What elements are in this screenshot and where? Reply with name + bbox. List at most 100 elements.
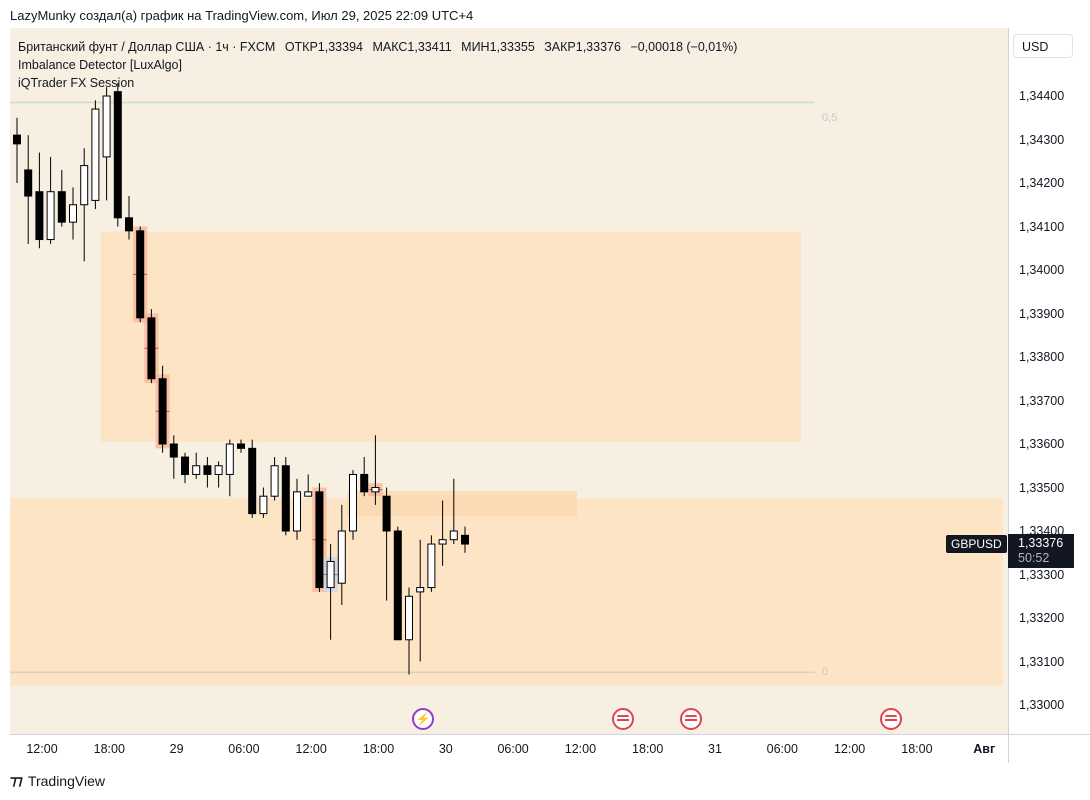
candle-up (304, 491, 313, 497)
price-tick-label: 1,33800 (1019, 350, 1065, 364)
candle-up (349, 473, 357, 532)
time-tick-label: 29 (169, 742, 184, 756)
candle-up (337, 530, 346, 584)
candle-up (326, 560, 335, 589)
lightning-event-icon[interactable]: ⚡ (412, 708, 434, 730)
candle-up (259, 495, 268, 515)
time-tick-label: 12:00 (295, 742, 327, 756)
price-tick-label: 1,33500 (1019, 480, 1065, 495)
scale-corner (1008, 734, 1090, 763)
price-tick-label: 1,33900 (1019, 306, 1065, 321)
symbol-title[interactable]: Британский фунт / Доллар США · 1ч · FXCM (18, 40, 276, 54)
indicator-imbalance[interactable]: Imbalance Detector [LuxAlgo] (18, 58, 182, 72)
indicator-session[interactable]: iQTrader FX Session (18, 76, 135, 90)
candle-down (169, 443, 178, 458)
time-tick-label: 18:00 (362, 742, 395, 756)
last-price-label: 1,33376 50:52 (1008, 534, 1074, 568)
candle-up (371, 487, 380, 493)
candle-down (382, 495, 391, 532)
price-tick-label: 1,33100 (1019, 654, 1065, 669)
ohlc-high: МАКС1,33411 (372, 40, 452, 54)
level-label-lower: 0 (822, 666, 829, 678)
price-tick-label: 1,33000 (1019, 698, 1065, 712)
time-tick-label: 12:00 (564, 742, 597, 756)
candle-down (181, 456, 189, 475)
candle-up (416, 587, 425, 593)
time-tick-label: 30 (438, 742, 453, 756)
candle-up (69, 204, 77, 223)
time-tick-label: 18:00 (93, 742, 125, 756)
candle-up (192, 465, 201, 475)
candle-up (449, 530, 458, 541)
time-tick-label: Авг (973, 742, 996, 756)
lower-demand-zone (10, 498, 1003, 686)
time-tick-label: 18:00 (632, 742, 664, 756)
price-tick-label: 1,33700 (1019, 393, 1065, 408)
candle-up (438, 539, 447, 545)
candle-up (214, 465, 223, 475)
time-tick-label: 12:00 (26, 742, 58, 756)
candle-down (248, 447, 257, 515)
time-tick-label: 12:00 (833, 742, 866, 756)
candle-down (281, 465, 290, 532)
symbol-legend[interactable]: Британский фунт / Доллар США · 1ч · FXCM… (18, 38, 743, 56)
candle-down (158, 378, 167, 445)
tradingview-logo-icon: ⁊⁊ (10, 772, 23, 788)
candle-down (57, 191, 66, 223)
ohlc-low: МИН1,33355 (461, 40, 535, 54)
candle-down (125, 217, 133, 232)
time-scale[interactable]: 12:00 18:00 29 06:00 12:00 18:00 30 06:00 12:00 1… (10, 734, 1008, 763)
price-tick-label: 1,33600 (1019, 437, 1065, 451)
us-flag-event-icon[interactable] (880, 708, 902, 730)
us-flag-event-icon[interactable] (680, 708, 702, 730)
chart-legend: Британский фунт / Доллар США · 1ч · FXCM… (18, 38, 743, 92)
candle-up (91, 108, 100, 201)
last-price: 1,33376 (1018, 536, 1064, 550)
candle-up (405, 595, 413, 641)
chart-pane[interactable]: Британский фунт / Доллар США · 1ч · FXCM… (10, 28, 1008, 734)
price-tick-label: 1,33200 (1019, 611, 1065, 625)
candle-up (46, 191, 55, 241)
candle-down (461, 534, 469, 545)
symbol-price-tag: GBPUSD (946, 535, 1007, 553)
candle-down (315, 491, 324, 589)
candle-up (427, 543, 436, 589)
candle-down (203, 465, 212, 475)
price-tick-label: 1,34000 (1019, 263, 1065, 277)
candle-down (24, 169, 33, 197)
candle-up (293, 491, 301, 532)
price-tick-label: 1,33300 (1019, 567, 1065, 582)
candle-down (13, 134, 21, 145)
time-tick-label: 06:00 (497, 742, 529, 756)
ohlc-close: ЗАКР1,33376 (544, 40, 621, 54)
price-tick-label: 1,34400 (1019, 89, 1065, 103)
candle-down (237, 443, 245, 449)
time-tick-label: 06:00 (228, 742, 260, 756)
currency-selector[interactable]: USD (1013, 34, 1073, 58)
time-tick-label: 31 (708, 742, 722, 756)
candle-up (102, 95, 111, 158)
brand-name: TradingView (27, 772, 105, 789)
candle-down (147, 317, 156, 380)
candle-down (113, 91, 122, 219)
candle-down (360, 473, 369, 493)
candle-down (136, 230, 145, 319)
price-tick-label: 1,34300 (1019, 132, 1065, 147)
us-flag-event-icon[interactable] (612, 708, 634, 730)
candle-down (35, 191, 44, 241)
candlestick-chart[interactable] (10, 28, 1008, 734)
price-scale[interactable]: USD 1,34400 1,34300 1,34200 1,34100 1,34000 1… (1008, 28, 1090, 734)
tradingview-footer: ⁊⁊ TradingView (10, 772, 105, 789)
bar-countdown: 50:52 (1018, 551, 1050, 565)
level-label-upper: 0,5 (822, 112, 838, 124)
candle-down (393, 530, 402, 641)
candle-up (225, 443, 234, 475)
price-tick-label: 1,34200 (1019, 176, 1065, 190)
time-tick-label: 18:00 (901, 742, 933, 756)
ohlc-open: ОТКР1,33394 (284, 40, 363, 54)
candle-up (80, 165, 89, 206)
chart-attribution: LazyMunky создал(а) график на TradingVie… (10, 8, 474, 23)
time-tick-label: 06:00 (766, 742, 798, 756)
candle-up (270, 465, 279, 497)
ohlc-change: −0,00018 (−0,01%) (630, 40, 738, 54)
